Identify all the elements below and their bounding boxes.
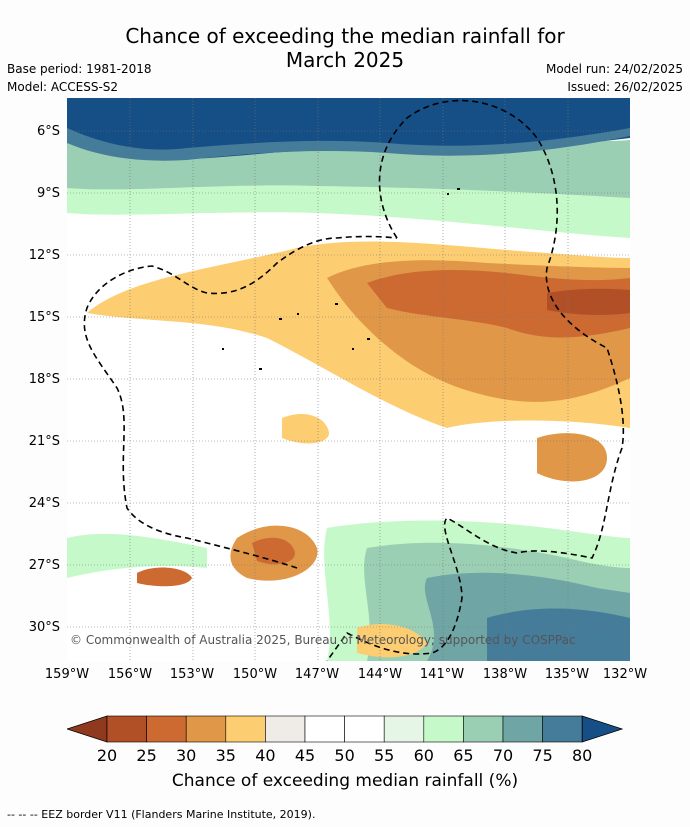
- dry-zone-south-edge: [357, 623, 427, 658]
- lon-label: 144°W: [357, 667, 403, 682]
- colorbar-tick-label: 45: [294, 746, 316, 765]
- dry-zone-25: [547, 288, 630, 315]
- eez-border: [83, 99, 625, 661]
- colorbar-tick-label: 55: [374, 746, 395, 765]
- model-run: Model run: 24/02/2025: [545, 62, 683, 76]
- colorbar-tick-label: 60: [413, 746, 434, 765]
- dry-zone-30: [367, 270, 630, 338]
- colorbar-tick-label: 20: [96, 746, 118, 765]
- base-period: Base period: 1981-2018: [7, 62, 152, 76]
- lon-label: 153°W: [169, 667, 215, 682]
- lat-label: 12°S: [28, 248, 60, 263]
- lon-label: 135°W: [544, 667, 590, 682]
- issued-date: Issued: 26/02/2025: [567, 80, 683, 94]
- colorbar-cell: [265, 715, 306, 743]
- lat-label: 21°S: [28, 434, 60, 449]
- lat-label: 9°S: [36, 186, 60, 201]
- colorbar-cell: [185, 715, 227, 743]
- dry-zone-patch: [537, 433, 607, 482]
- copyright-text: © Commonwealth of Australia 2025, Bureau…: [70, 633, 576, 647]
- colorbar-extend-low: [67, 715, 108, 743]
- colorbar-title: Chance of exceeding median rainfall (%): [171, 771, 519, 791]
- lat-label: 18°S: [28, 372, 60, 387]
- meta-right: Model run: 24/02/2025 Issued: 26/02/2025: [546, 60, 683, 96]
- colorbar-cell: [502, 715, 543, 743]
- lon-label: 150°W: [232, 667, 278, 682]
- map-svg: [67, 98, 630, 661]
- lat-label: 24°S: [28, 496, 60, 511]
- lon-label: 156°W: [107, 667, 153, 682]
- colorbar-extend-high: [581, 715, 623, 743]
- map-title: Chance of exceeding the median rainfall …: [0, 24, 690, 72]
- lat-label: 15°S: [28, 310, 60, 325]
- colorbar-tick-label: 35: [215, 746, 236, 765]
- colorbar-cell: [225, 715, 266, 743]
- colorbar-cell: [542, 715, 583, 743]
- wet-zone-75: [67, 128, 630, 161]
- lon-label: 132°W: [602, 667, 648, 682]
- colorbar-tick-label: 40: [255, 746, 276, 765]
- colorbar-tick-label: 25: [136, 746, 157, 765]
- colorbar-cell: [344, 715, 385, 743]
- map-gridlines: [67, 98, 630, 661]
- title-line-1: Chance of exceeding the median rainfall …: [125, 24, 565, 48]
- colorbar-tick-label: 80: [572, 746, 593, 765]
- colorbar-tick-label: 70: [492, 746, 514, 765]
- rainfall-map: [67, 98, 630, 661]
- colorbar-tick-label: 65: [453, 746, 474, 765]
- dry-zone-south-core: [252, 537, 295, 565]
- wet-zone-se-80: [487, 608, 630, 661]
- title-line-2: March 2025: [285, 48, 405, 72]
- colorbar-tick-label: 50: [334, 746, 355, 765]
- colorbar-cell: [463, 715, 504, 743]
- lon-label: 138°W: [482, 667, 528, 682]
- colorbar-tick-label: 75: [532, 746, 553, 765]
- colorbar: [67, 715, 623, 743]
- wet-zone-80: [67, 98, 630, 161]
- colorbar-cell: [304, 715, 345, 743]
- dry-zone-patch-2: [282, 413, 329, 444]
- model-name: Model: ACCESS-S2: [7, 80, 119, 94]
- colorbar-cell: [146, 715, 187, 743]
- lat-label: 6°S: [36, 124, 60, 139]
- lon-label: 159°W: [44, 667, 90, 682]
- colorbar-tick-label: 30: [176, 746, 197, 765]
- dry-zone-sw: [137, 567, 192, 587]
- lon-label: 147°W: [294, 667, 340, 682]
- wet-zone-sw: [67, 533, 207, 578]
- lon-label: 141°W: [419, 667, 465, 682]
- lat-label: 27°S: [28, 558, 60, 573]
- meta-left: Base period: 1981-2018 Model: ACCESS-S2: [7, 60, 152, 96]
- colorbar-cell: [383, 715, 425, 743]
- lat-label: 30°S: [28, 620, 60, 635]
- colorbar-cell: [423, 715, 464, 743]
- colorbar-cell: [106, 715, 147, 743]
- islands: [222, 188, 460, 370]
- footnote: -- -- -- EEZ border V11 (Flanders Marine…: [7, 808, 316, 821]
